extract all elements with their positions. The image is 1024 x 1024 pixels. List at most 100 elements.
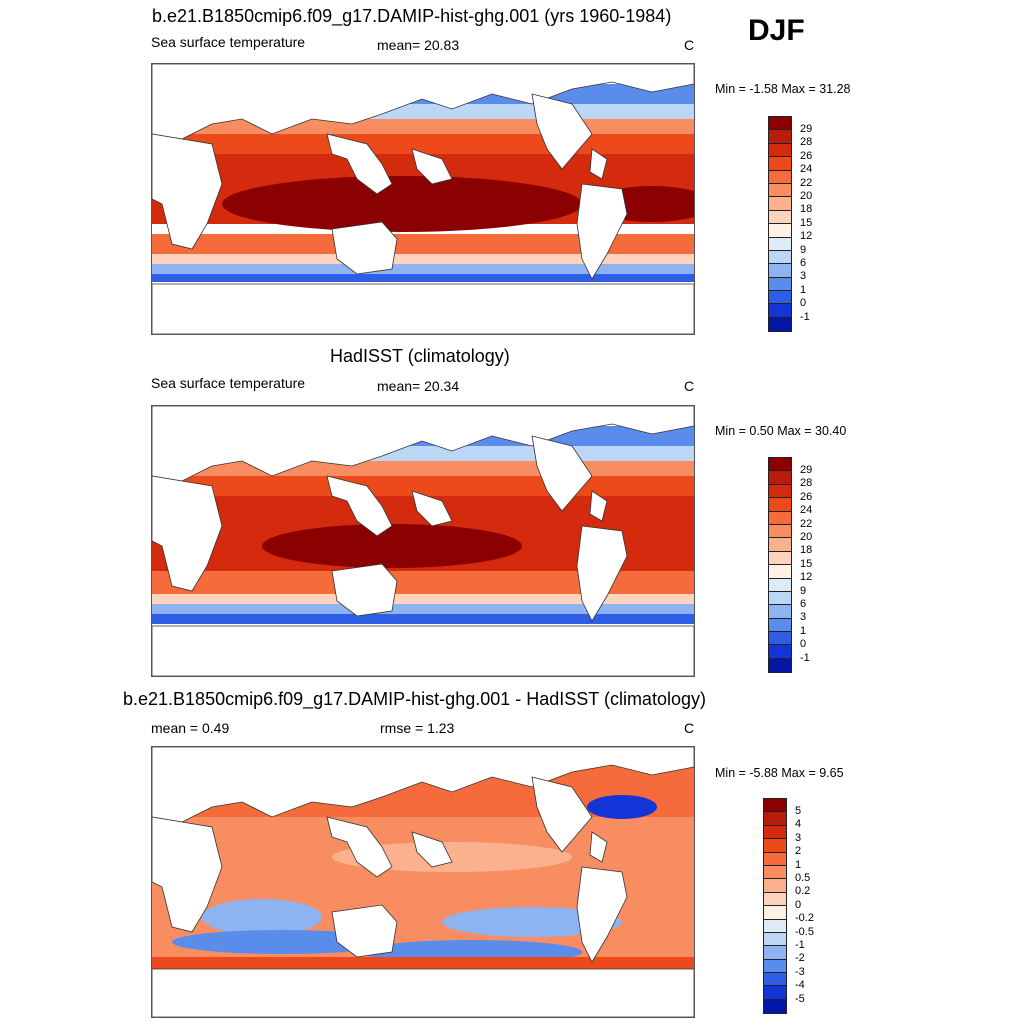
colorbar-swatch xyxy=(769,605,791,619)
colorbar-tick-label: 15 xyxy=(800,216,813,229)
colorbar-swatch xyxy=(769,538,791,552)
panel-1-colorbar xyxy=(768,116,792,333)
colorbar-swatch xyxy=(769,524,791,539)
colorbar-tick-label: 24 xyxy=(800,163,813,176)
colorbar-swatch xyxy=(764,812,786,826)
colorbar-swatch xyxy=(764,973,786,987)
panel-3-mean-label: mean = 0.49 xyxy=(151,720,230,736)
colorbar-tick-label: -0.2 xyxy=(795,912,814,925)
colorbar-tick-label: -1 xyxy=(800,651,810,664)
colorbar-tick-label: 6 xyxy=(800,256,807,269)
colorbar-tick-label: -5 xyxy=(795,992,805,1005)
colorbar-tick-label: 28 xyxy=(800,136,813,149)
colorbar-tick-label: -0.5 xyxy=(795,925,814,938)
colorbar-swatch xyxy=(769,511,791,525)
panel-2-map xyxy=(151,405,695,677)
colorbar-swatch xyxy=(769,250,791,265)
colorbar-swatch xyxy=(769,591,791,606)
colorbar-swatch xyxy=(764,906,786,920)
colorbar-swatch xyxy=(769,130,791,144)
colorbar-swatch xyxy=(769,645,791,659)
colorbar-swatch xyxy=(764,959,786,974)
season-label: DJF xyxy=(748,14,805,47)
colorbar-tick-label: 22 xyxy=(800,517,813,530)
panel-2-title: HadISST (climatology) xyxy=(330,346,510,366)
colorbar-tick-label: 1 xyxy=(800,283,807,296)
colorbar-swatch xyxy=(769,117,791,131)
colorbar-tick-label: 1 xyxy=(795,858,802,871)
colorbar-tick-label: 29 xyxy=(800,122,813,135)
colorbar-tick-label: 15 xyxy=(800,557,813,570)
colorbar-tick-label: -1 xyxy=(800,310,810,323)
panel-3-colorbar xyxy=(763,798,787,1015)
colorbar-tick-label: 1 xyxy=(800,624,807,637)
colorbar-swatch xyxy=(769,210,791,225)
panel-1-units-label: C xyxy=(684,37,695,53)
colorbar-swatch xyxy=(764,946,786,960)
colorbar-swatch xyxy=(764,852,786,866)
colorbar-tick-label: 24 xyxy=(800,504,813,517)
colorbar-swatch xyxy=(769,291,791,305)
colorbar-swatch xyxy=(764,932,786,947)
colorbar-tick-label: 22 xyxy=(800,176,813,189)
colorbar-tick-label: 28 xyxy=(800,477,813,490)
colorbar-tick-label: -4 xyxy=(795,979,805,992)
colorbar-tick-label: 0 xyxy=(800,638,807,651)
panel-1-map-svg xyxy=(152,64,694,334)
colorbar-tick-label: 18 xyxy=(800,203,813,216)
colorbar-tick-label: 3 xyxy=(800,270,807,283)
colorbar-tick-label: 9 xyxy=(800,243,807,256)
colorbar-swatch xyxy=(769,197,791,211)
colorbar-swatch xyxy=(769,237,791,251)
colorbar-swatch xyxy=(764,892,786,907)
colorbar-swatch xyxy=(769,277,791,292)
colorbar-swatch xyxy=(764,799,786,813)
panel-1-variable-label: Sea surface temperature xyxy=(151,34,306,50)
colorbar-tick-label: 3 xyxy=(795,831,802,844)
colorbar-swatch xyxy=(769,143,791,158)
panel-1-map xyxy=(151,63,695,335)
panel-2-variable-label: Sea surface temperature xyxy=(151,375,306,391)
colorbar-swatch xyxy=(764,999,786,1014)
colorbar-tick-label: 0 xyxy=(800,297,807,310)
colorbar-swatch xyxy=(769,551,791,566)
colorbar-swatch xyxy=(769,498,791,512)
colorbar-tick-label: 26 xyxy=(800,149,813,162)
panel-3-map-svg xyxy=(152,747,694,1017)
colorbar-tick-label: -2 xyxy=(795,952,805,965)
colorbar-tick-label: 12 xyxy=(800,571,813,584)
colorbar-swatch xyxy=(769,264,791,278)
colorbar-tick-label: 2 xyxy=(795,845,802,858)
colorbar-swatch xyxy=(769,183,791,198)
colorbar-tick-label: 12 xyxy=(800,230,813,243)
panel-3-title: b.e21.B1850cmip6.f09_g17.DAMIP-hist-ghg.… xyxy=(123,689,706,709)
colorbar-swatch xyxy=(769,471,791,485)
colorbar-tick-label: 29 xyxy=(800,463,813,476)
colorbar-swatch xyxy=(769,658,791,673)
colorbar-tick-label: 4 xyxy=(795,818,802,831)
panel-2-mean-label: mean= 20.34 xyxy=(377,378,460,394)
colorbar-tick-label: 0 xyxy=(795,898,802,911)
colorbar-swatch xyxy=(764,986,786,1000)
colorbar-swatch xyxy=(764,879,786,893)
panel-3-minmax-label: Min = -5.88 Max = 9.65 xyxy=(715,766,844,780)
colorbar-swatch xyxy=(769,484,791,499)
colorbar-tick-label: 3 xyxy=(800,611,807,624)
colorbar-swatch xyxy=(769,458,791,472)
colorbar-tick-label: 0.5 xyxy=(795,871,811,884)
colorbar-tick-label: -1 xyxy=(795,938,805,951)
colorbar-swatch xyxy=(764,865,786,880)
panel-1-title: b.e21.B1850cmip6.f09_g17.DAMIP-hist-ghg.… xyxy=(152,6,672,26)
colorbar-tick-label: 0.2 xyxy=(795,885,811,898)
colorbar-tick-label: 5 xyxy=(795,804,802,817)
panel-2-map-svg xyxy=(152,406,694,676)
colorbar-tick-label: 20 xyxy=(800,530,813,543)
colorbar-tick-label: 26 xyxy=(800,490,813,503)
panel-2-minmax-label: Min = 0.50 Max = 30.40 xyxy=(715,424,847,438)
colorbar-swatch xyxy=(764,839,786,853)
colorbar-swatch xyxy=(769,157,791,171)
panel-3-units-label: C xyxy=(684,720,695,736)
colorbar-swatch xyxy=(764,919,786,933)
panel-3-map xyxy=(151,746,695,1018)
colorbar-swatch xyxy=(769,565,791,579)
